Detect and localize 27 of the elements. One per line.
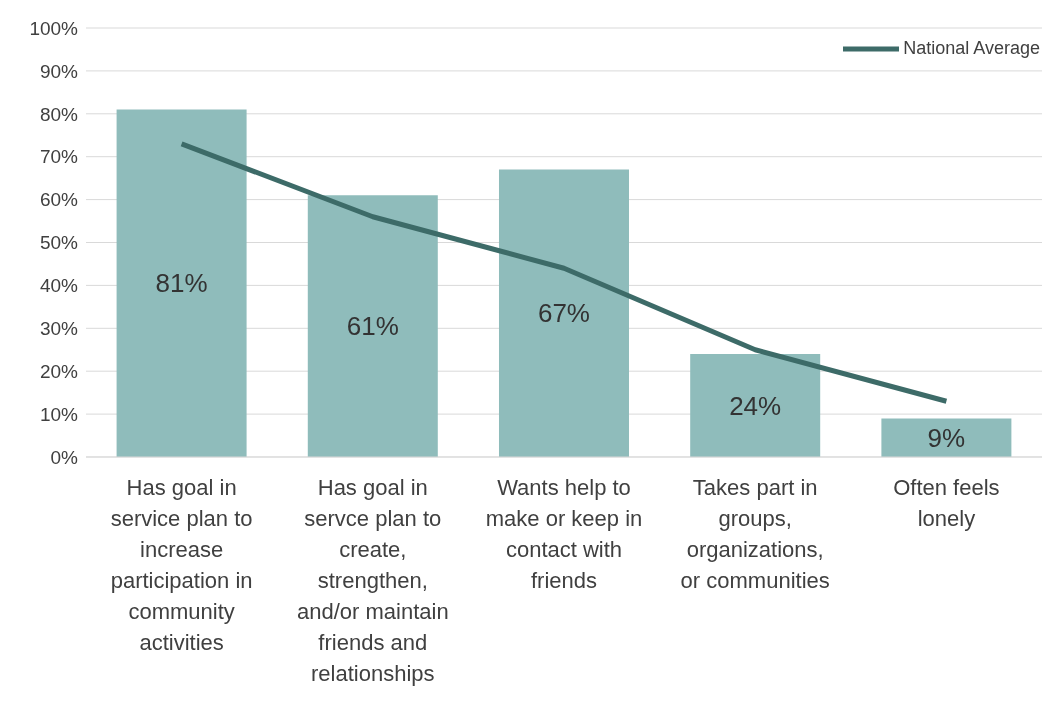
bar (116, 109, 247, 457)
y-tick-label: 0% (50, 446, 79, 468)
data-label: 24% (729, 390, 782, 421)
data-label: 67% (537, 298, 591, 329)
y-tick-label: 50% (39, 232, 79, 254)
data-label: 61% (346, 311, 399, 342)
bar (498, 169, 629, 457)
y-tick-label: 80% (39, 103, 79, 125)
data-label: 9% (927, 422, 966, 453)
x-tick-label: Often feels lonely (893, 475, 1000, 531)
y-tick-label: 30% (39, 318, 79, 340)
y-tick-label: 100% (29, 17, 79, 39)
x-tick-label: Has goal in servce plan to create, strengthen, and/or maintain friends and relationships (296, 475, 449, 686)
x-tick-label: Wants help to make or keep in contact with friends (485, 475, 643, 593)
data-label: 81% (155, 268, 208, 299)
x-tick-label: Has goal in service plan to increase participation in community activities (110, 475, 253, 655)
y-tick-label: 20% (39, 360, 79, 382)
bar (307, 195, 438, 457)
legend-label: National Average (903, 38, 1040, 59)
y-tick-label: 10% (39, 403, 79, 425)
y-tick-label: 40% (39, 275, 79, 297)
x-tick-label: Takes part in groups, organizations, or communities (680, 475, 830, 593)
y-tick-label: 70% (39, 146, 79, 168)
bar (881, 418, 1012, 457)
y-tick-label: 90% (39, 60, 79, 82)
bar (690, 354, 821, 457)
y-tick-label: 60% (39, 189, 79, 211)
